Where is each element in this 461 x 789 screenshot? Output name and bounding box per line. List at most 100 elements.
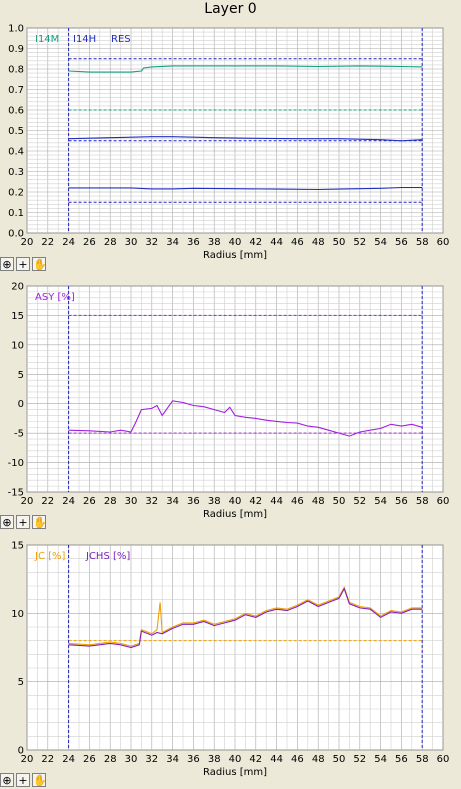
x-tick-label: 58 — [416, 754, 429, 765]
series-line-i14m — [68, 65, 423, 73]
x-tick-label: 46 — [291, 496, 304, 507]
x-tick-label: 38 — [208, 754, 221, 765]
x-axis-label: Radius [mm] — [203, 767, 267, 778]
x-tick-label: 32 — [145, 754, 158, 765]
y-tick-label: 10 — [11, 340, 24, 351]
y-tick-label: 1.0 — [8, 24, 24, 35]
y-tick-label: 0.0 — [8, 229, 24, 240]
x-tick-label: 32 — [145, 496, 158, 507]
x-tick-label: 34 — [166, 237, 179, 248]
legend-entry: RES — [111, 34, 131, 45]
x-tick-label: 22 — [41, 754, 54, 765]
x-tick-label: 44 — [270, 496, 283, 507]
x-tick-label: 48 — [312, 237, 325, 248]
x-tick-label: 56 — [395, 496, 408, 507]
x-tick-label: 58 — [416, 496, 429, 507]
y-tick-label: 0.1 — [8, 208, 24, 219]
x-tick-label: 40 — [229, 237, 242, 248]
x-tick-label: 50 — [333, 496, 346, 507]
x-tick-label: 38 — [208, 496, 221, 507]
y-tick-label: 0.7 — [8, 85, 24, 96]
x-tick-label: 50 — [333, 754, 346, 765]
x-tick-label: 42 — [249, 237, 262, 248]
pan-icon[interactable]: ⊕ — [0, 515, 14, 529]
x-tick-label: 38 — [208, 237, 221, 248]
hand-icon[interactable]: ✋ — [32, 257, 47, 271]
x-axis-label: Radius [mm] — [203, 509, 267, 520]
y-tick-label: -10 — [8, 458, 24, 469]
x-tick-label: 26 — [83, 496, 96, 507]
zoom-plus-icon[interactable]: + — [16, 257, 30, 271]
chart-panel-i14: 0.0 0.1 0.2 0.3 0.4 0.5 0.6 0.7 0.8 0.9 1.0 20 22 24 2… — [8, 24, 450, 262]
x-tick-label: 52 — [353, 237, 366, 248]
y-tick-label: 0 — [18, 746, 24, 757]
x-tick-label: 30 — [125, 237, 138, 248]
legend-entry: JC [%] — [34, 551, 66, 562]
y-tick-label: 0.5 — [8, 126, 24, 137]
pan-icon[interactable]: ⊕ — [0, 773, 14, 787]
legend-entry: JCHS [%] — [85, 551, 130, 562]
x-tick-label: 44 — [270, 754, 283, 765]
x-tick-label: 54 — [374, 237, 387, 248]
y-tick-label: 0.6 — [8, 106, 24, 117]
x-tick-label: 28 — [104, 237, 117, 248]
x-tick-label: 52 — [353, 754, 366, 765]
y-tick-label: 15 — [11, 541, 24, 552]
x-tick-label: 24 — [62, 237, 75, 248]
chart-toolbar-2: ⊕ + ✋ — [0, 514, 52, 530]
x-tick-label: 24 — [62, 754, 75, 765]
x-tick-label: 56 — [395, 237, 408, 248]
x-tick-label: 54 — [374, 754, 387, 765]
y-tick-label: 10 — [11, 609, 24, 620]
y-tick-label: -5 — [14, 429, 24, 440]
x-tick-label: 56 — [395, 754, 408, 765]
chart-panel-jc: 0 5 10 15 20 22 24 26 28 30 32 34 36 38 40 42 44 46 48 50 52… — [11, 541, 450, 779]
series-line-jchs- — [68, 587, 423, 649]
y-tick-label: 0.8 — [8, 65, 24, 76]
x-tick-label: 28 — [104, 754, 117, 765]
legend-entry: ASY [%] — [35, 292, 75, 303]
chart-toolbar-3: ⊕ + ✋ — [0, 772, 52, 788]
x-tick-label: 26 — [83, 237, 96, 248]
chart-toolbar-1: ⊕ + ✋ — [0, 256, 52, 272]
x-tick-label: 24 — [62, 496, 75, 507]
y-tick-label: 0.2 — [8, 188, 24, 199]
hand-icon[interactable]: ✋ — [32, 515, 47, 529]
y-tick-label: 0.9 — [8, 44, 24, 55]
x-tick-label: 34 — [166, 496, 179, 507]
x-tick-label: 60 — [437, 496, 450, 507]
x-axis-label: Radius [mm] — [203, 250, 267, 261]
zoom-plus-icon[interactable]: + — [16, 773, 30, 787]
legend-entry: I14H — [73, 34, 96, 45]
series-line-jc- — [68, 586, 423, 647]
x-tick-label: 52 — [353, 496, 366, 507]
y-tick-label: 15 — [11, 311, 24, 322]
x-tick-label: 46 — [291, 237, 304, 248]
x-tick-label: 26 — [83, 754, 96, 765]
hand-icon[interactable]: ✋ — [32, 773, 47, 787]
zoom-plus-icon[interactable]: + — [16, 515, 30, 529]
x-tick-label: 40 — [229, 754, 242, 765]
x-tick-label: 46 — [291, 754, 304, 765]
x-tick-label: 30 — [125, 496, 138, 507]
x-tick-label: 40 — [229, 496, 242, 507]
x-tick-label: 28 — [104, 496, 117, 507]
y-tick-label: 20 — [11, 282, 24, 293]
x-tick-label: 48 — [312, 496, 325, 507]
legend-entry: I14M — [35, 34, 59, 45]
x-tick-label: 60 — [437, 754, 450, 765]
x-tick-label: 36 — [187, 237, 200, 248]
x-tick-label: 50 — [333, 237, 346, 248]
series-line-i14h — [68, 136, 423, 142]
chart-panel-asy: -15 -10 -5 0 5 10 15 20 20 22 24 26 28 30 32 34 36 38 40 42… — [8, 282, 450, 521]
x-tick-label: 48 — [312, 754, 325, 765]
x-tick-label: 60 — [437, 237, 450, 248]
x-tick-label: 20 — [21, 237, 34, 248]
y-tick-label: 0.3 — [8, 167, 24, 178]
x-tick-label: 36 — [187, 754, 200, 765]
series-line-res — [68, 186, 423, 191]
x-tick-label: 36 — [187, 496, 200, 507]
y-tick-label: 5 — [18, 677, 24, 688]
x-tick-label: 42 — [249, 496, 262, 507]
pan-icon[interactable]: ⊕ — [0, 257, 14, 271]
